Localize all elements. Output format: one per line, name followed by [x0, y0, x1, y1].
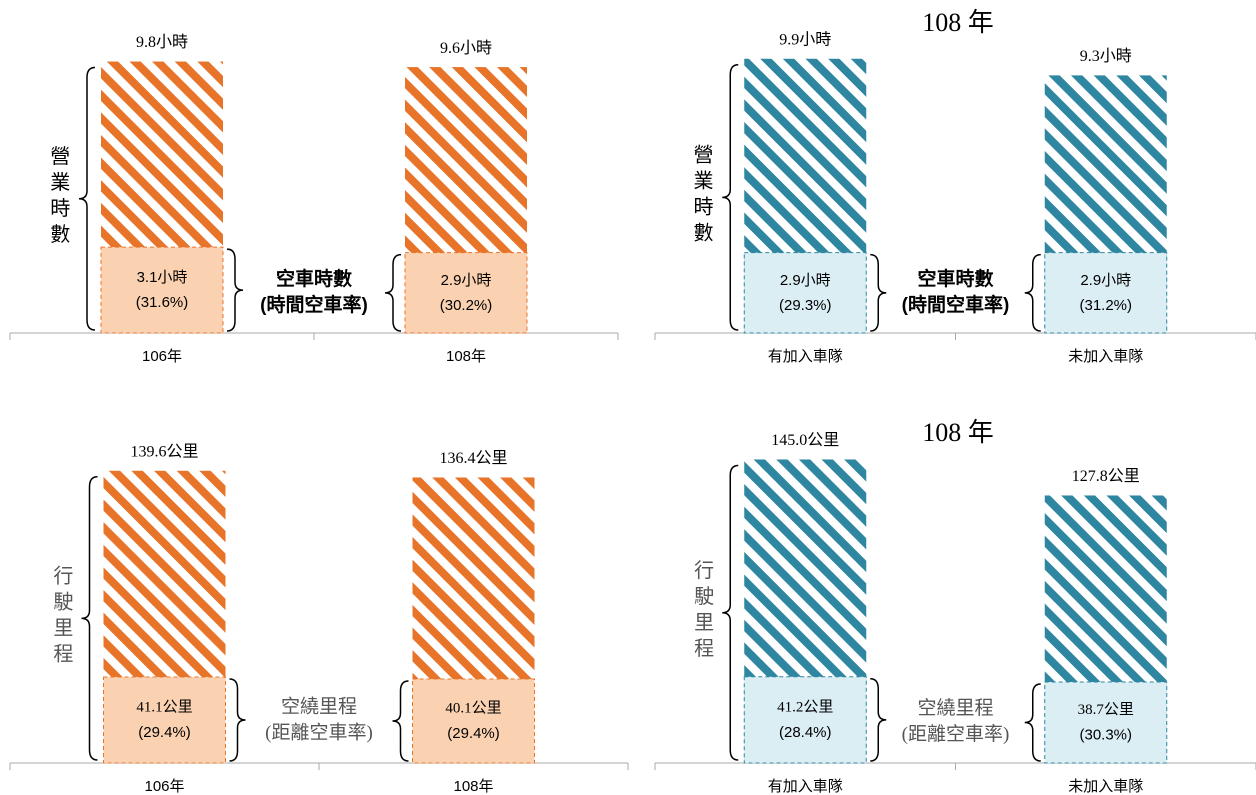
empty-series-name: 空繞里程	[917, 697, 993, 719]
empty-series-name: 空車時數	[276, 267, 352, 290]
total-label: 127.8公里	[1072, 467, 1140, 485]
empty-brace	[226, 248, 244, 332]
share-label: (30.2%)	[440, 297, 493, 314]
total-label: 139.6公里	[130, 442, 198, 460]
share-label: (29.3%)	[779, 297, 832, 314]
total-series-name: 行駛里程	[50, 564, 73, 668]
total-brace	[722, 64, 739, 331]
share-label: (28.4%)	[779, 724, 832, 741]
total-brace	[722, 464, 739, 761]
empty-bar	[404, 252, 528, 334]
share-label: (31.2%)	[1079, 297, 1132, 314]
total-label: 9.6小時	[440, 39, 492, 57]
x-tick-label: 有加入車隊	[768, 778, 843, 795]
chart-title: 108 年	[922, 418, 994, 447]
x-tick-label: 106年	[144, 778, 184, 795]
empty-brace	[384, 253, 402, 332]
total-label: 9.3小時	[1080, 47, 1132, 65]
empty-bar	[1044, 681, 1168, 764]
empty-label: 3.1小時	[137, 269, 188, 286]
total-series-name: 營業時數	[47, 145, 70, 249]
total-label: 9.8小時	[136, 33, 188, 51]
empty-series-sublabel: (時間空車率)	[902, 293, 1010, 316]
total-brace	[81, 476, 98, 761]
total-series-name: 行駛里程	[691, 559, 714, 663]
total-brace	[78, 66, 96, 331]
empty-brace	[870, 253, 887, 332]
empty-brace	[229, 678, 246, 762]
empty-label: 2.9小時	[441, 272, 492, 289]
empty-bar	[100, 246, 224, 334]
empty-brace	[392, 680, 409, 762]
share-label: (29.4%)	[447, 725, 500, 742]
empty-series-sublabel: (時間空車率)	[260, 293, 368, 316]
x-tick-label: 108年	[446, 348, 486, 365]
x-tick-label: 108年	[453, 778, 493, 795]
total-label: 145.0公里	[771, 431, 839, 449]
share-label: (31.6%)	[136, 294, 189, 311]
empty-label: 40.1公里	[445, 699, 501, 716]
share-label: (30.3%)	[1079, 726, 1132, 743]
empty-label: 41.2公里	[777, 698, 833, 715]
empty-label: 38.7公里	[1078, 701, 1134, 718]
empty-brace	[1024, 683, 1041, 762]
empty-series-sublabel: (距離空車率)	[265, 721, 373, 743]
total-series-name: 營業時數	[690, 143, 713, 247]
share-label: (29.4%)	[138, 724, 191, 741]
empty-bar	[412, 678, 535, 764]
empty-brace	[870, 678, 887, 762]
total-label: 9.9小時	[779, 30, 831, 48]
total-label: 136.4公里	[439, 449, 507, 467]
x-tick-label: 有加入車隊	[768, 348, 843, 365]
chart-title: 108 年	[922, 8, 994, 37]
x-tick-label: 106年	[142, 348, 182, 365]
empty-label: 2.9小時	[780, 272, 831, 289]
x-tick-label: 未加入車隊	[1068, 778, 1143, 795]
empty-series-name: 空車時數	[917, 267, 993, 290]
empty-label: 41.1公里	[136, 698, 192, 715]
empty-bar	[103, 676, 226, 764]
x-tick-label: 未加入車隊	[1068, 348, 1143, 365]
empty-bar	[743, 676, 867, 764]
empty-label: 2.9小時	[1080, 272, 1131, 289]
empty-brace	[1024, 253, 1041, 332]
empty-series-name: 空繞里程	[281, 695, 357, 717]
empty-series-sublabel: (距離空車率)	[902, 723, 1010, 745]
empty-bar	[1044, 252, 1168, 334]
empty-bar	[743, 252, 867, 334]
